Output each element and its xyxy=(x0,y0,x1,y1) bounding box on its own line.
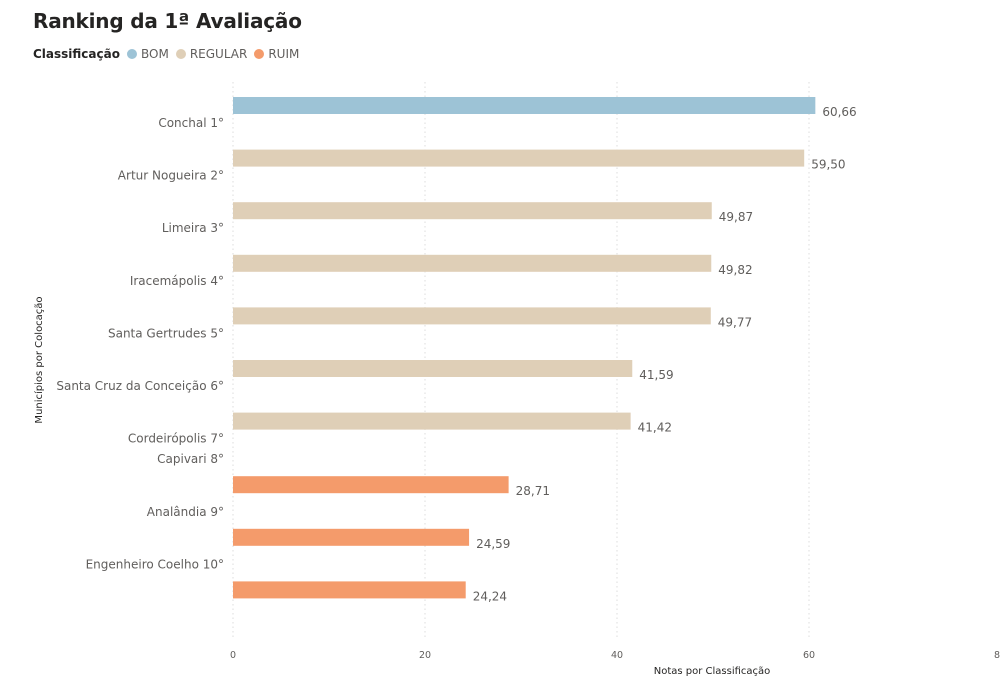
category-label: Analândia 9° xyxy=(147,505,224,519)
category-label: Cordeirópolis 7° xyxy=(128,432,224,446)
legend-swatch-regular xyxy=(175,49,186,59)
data-label: 60,66 xyxy=(822,105,856,119)
data-label: 41,59 xyxy=(639,368,673,382)
bars xyxy=(233,97,816,599)
legend-swatch-ruim xyxy=(254,49,265,59)
bar[interactable] xyxy=(233,149,805,167)
category-label: Capivari 8° xyxy=(157,452,224,466)
x-tick-label: 8 xyxy=(994,650,1000,661)
category-label: Iracemápolis 4° xyxy=(130,274,224,288)
category-label: Artur Nogueira 2° xyxy=(118,169,224,183)
labels: 0 20 40 60 8 Conchal 1° 60,66 Artur Nogueira 2°… xyxy=(56,105,1000,661)
bar[interactable] xyxy=(233,97,816,114)
data-label: 41,42 xyxy=(638,421,672,435)
data-label: 28,71 xyxy=(516,484,550,498)
y-axis-title: Municípios por Colocação xyxy=(33,296,45,423)
legend-item-bom[interactable]: BOM xyxy=(126,47,169,61)
legend-item-regular[interactable]: REGULAR xyxy=(175,47,248,61)
category-label: Limeira 3° xyxy=(162,221,224,235)
legend-label-bom: BOM xyxy=(140,47,169,61)
data-label: 49,77 xyxy=(718,315,752,329)
data-label: 24,59 xyxy=(476,537,510,551)
x-tick-label: 60 xyxy=(803,650,815,661)
legend: Classificação BOM REGULAR RUIM xyxy=(33,47,306,61)
category-label: Santa Cruz da Conceição 6° xyxy=(56,379,224,393)
bar[interactable] xyxy=(233,360,633,377)
data-label: 59,50 xyxy=(811,158,845,172)
category-label: Conchal 1° xyxy=(158,116,224,130)
bar[interactable] xyxy=(233,412,631,430)
x-axis-title: Notas por Classificação xyxy=(654,666,771,677)
legend-item-ruim[interactable]: RUIM xyxy=(254,47,299,61)
category-label: Engenheiro Coelho 10° xyxy=(86,557,224,571)
bar[interactable] xyxy=(233,254,712,272)
data-label: 49,87 xyxy=(719,210,753,224)
bar[interactable] xyxy=(233,307,711,325)
legend-label-regular: REGULAR xyxy=(189,47,248,61)
bar[interactable] xyxy=(233,476,509,494)
bar[interactable] xyxy=(233,581,466,599)
bar[interactable] xyxy=(233,202,712,220)
legend-title: Classificação xyxy=(33,47,120,61)
legend-label-ruim: RUIM xyxy=(268,47,300,61)
chart-title: Ranking da 1ª Avaliação xyxy=(33,9,302,33)
x-tick-label: 0 xyxy=(230,650,236,661)
x-tick-label: 20 xyxy=(419,650,431,661)
x-tick-label: 40 xyxy=(611,650,623,661)
legend-swatch-bom xyxy=(126,49,137,59)
bar[interactable] xyxy=(233,528,470,546)
data-label: 49,82 xyxy=(718,263,752,277)
category-label: Santa Gertrudes 5° xyxy=(108,326,224,340)
data-label: 24,24 xyxy=(473,589,507,603)
